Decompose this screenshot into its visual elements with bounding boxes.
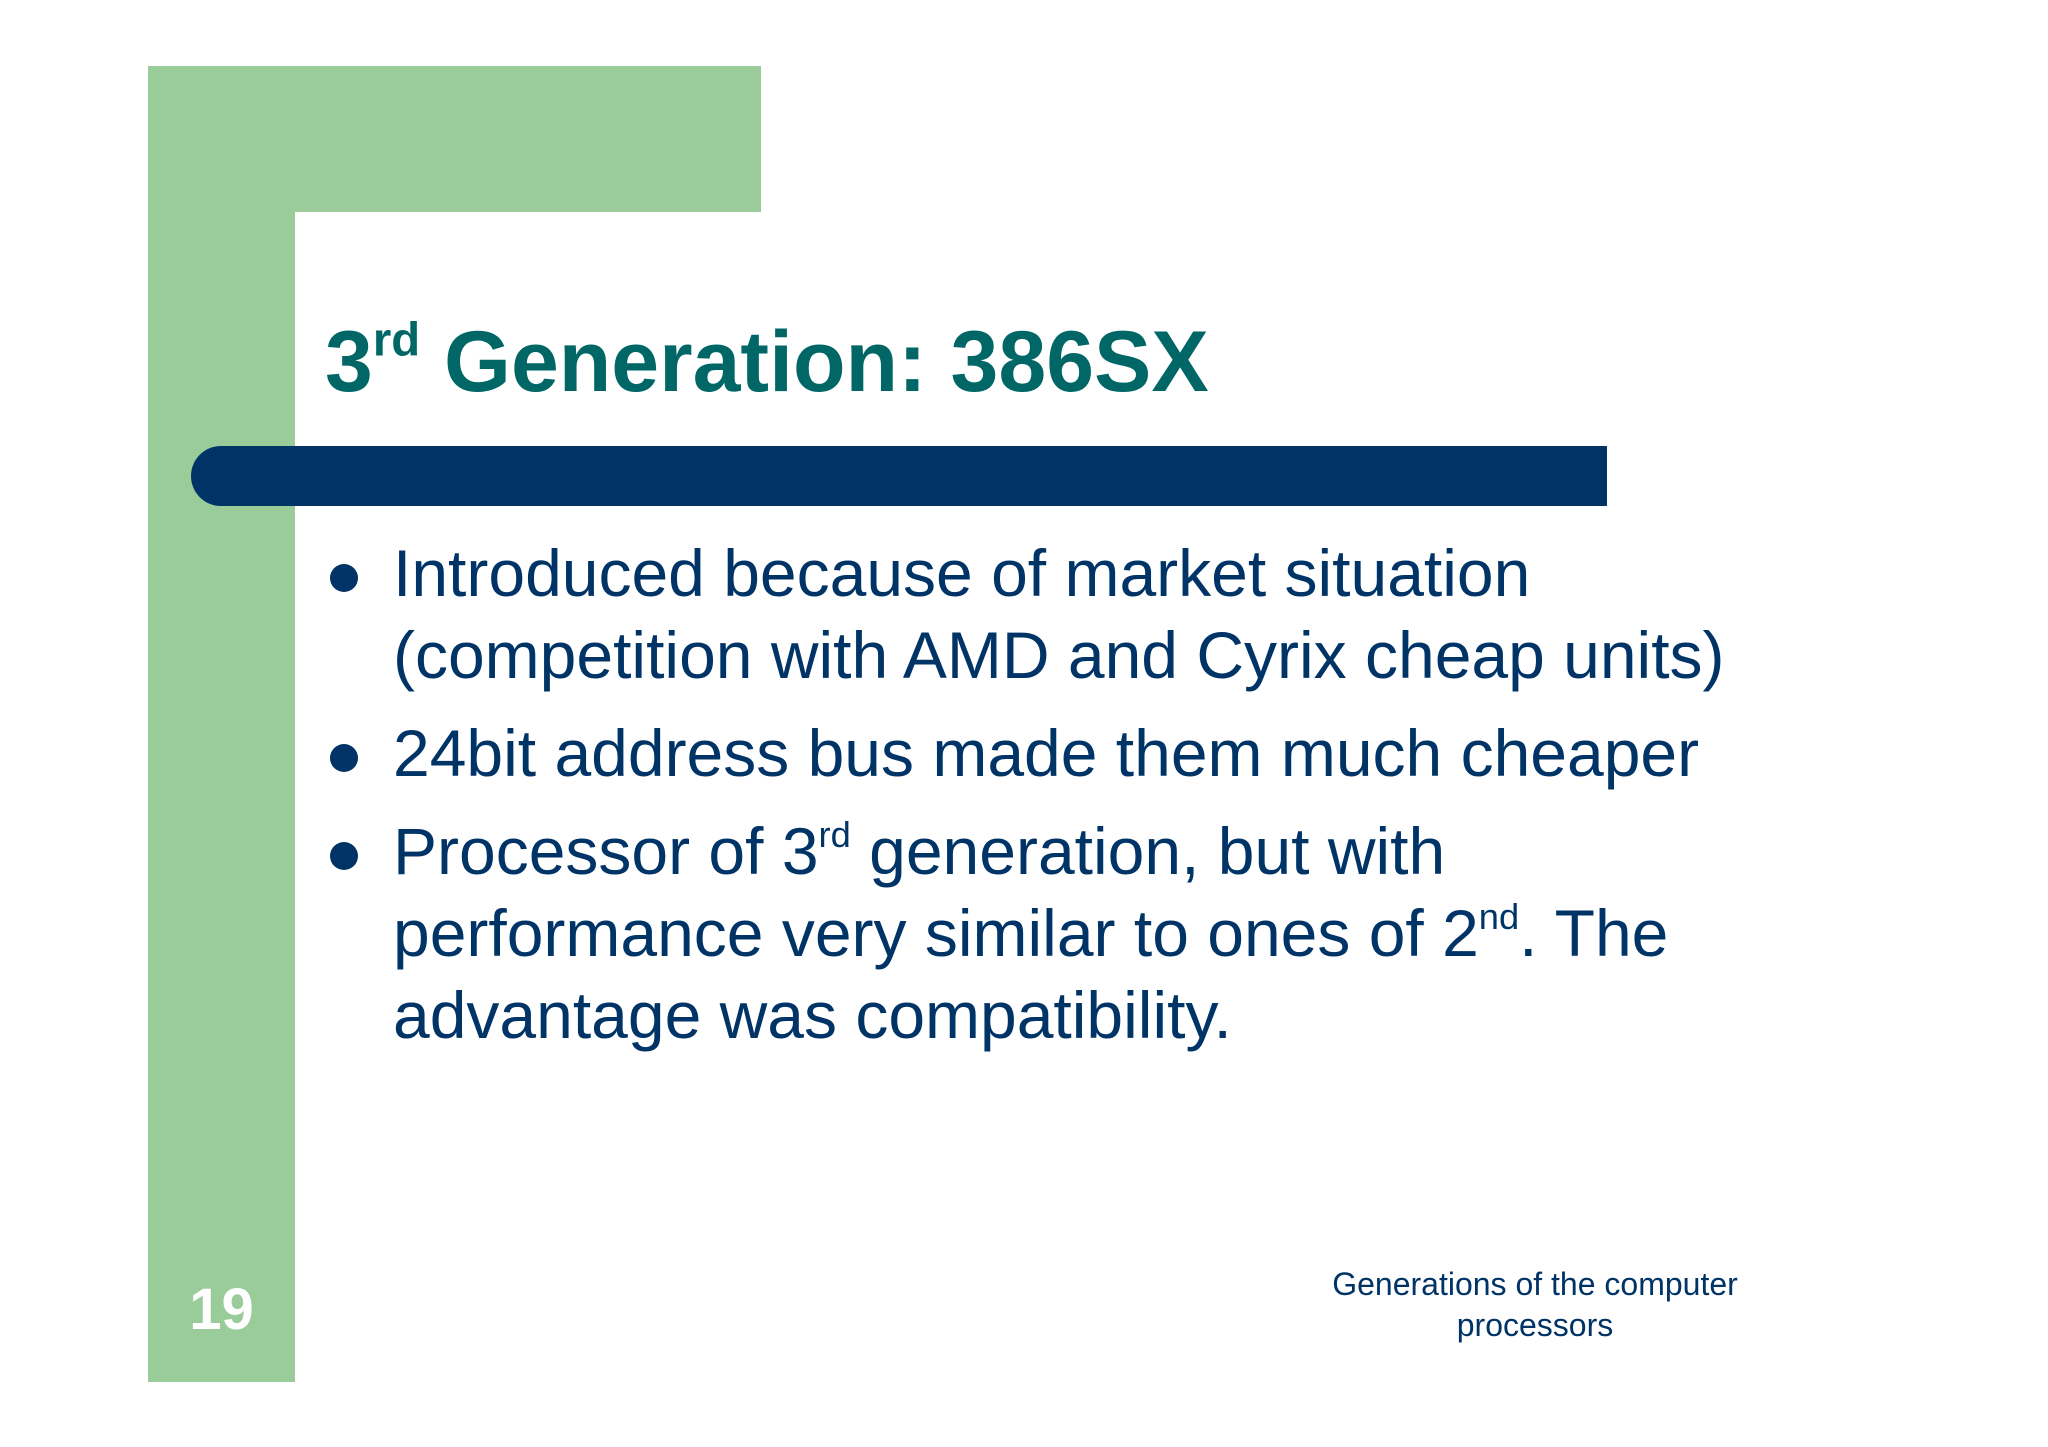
bullet-text: Introduced because of market situation (…: [393, 536, 1725, 692]
page-number: 19: [189, 1277, 254, 1342]
bullet-dot-icon: [330, 744, 358, 772]
bullet-item: 24bit address bus made them much cheaper: [330, 712, 1780, 794]
bullet-superscript: rd: [818, 813, 851, 855]
bullet-text-part: Processor of 3: [393, 814, 819, 888]
bullet-text: 24bit address bus made them much cheaper: [393, 716, 1700, 790]
title-superscript: rd: [372, 313, 421, 367]
bullet-item: Processor of 3rd generation, but with pe…: [330, 810, 1780, 1056]
title-underline-bar: [191, 446, 1607, 506]
green-band-horizontal: [148, 66, 761, 212]
bullet-text-part: generation, but with performance very si…: [393, 814, 1479, 970]
bullet-item: Introduced because of market situation (…: [330, 532, 1780, 696]
title-rest: Generation: 386SX: [420, 314, 1209, 410]
bullet-text-part: . The advantage was compatibility.: [393, 896, 1669, 1052]
title-prefix: 3: [325, 314, 373, 410]
green-band-vertical: [148, 66, 295, 1382]
footer-text: Generations of the computer processors: [1332, 1266, 1738, 1343]
bullet-superscript: nd: [1478, 895, 1520, 937]
bullet-text: Processor of 3rd generation, but with pe…: [393, 814, 1668, 1052]
slide-title: 3rd Generation: 386SX: [325, 312, 1209, 412]
bullet-dot-icon: [330, 842, 358, 870]
bullet-list: Introduced because of market situation (…: [330, 532, 1780, 1072]
bullet-dot-icon: [330, 564, 358, 592]
